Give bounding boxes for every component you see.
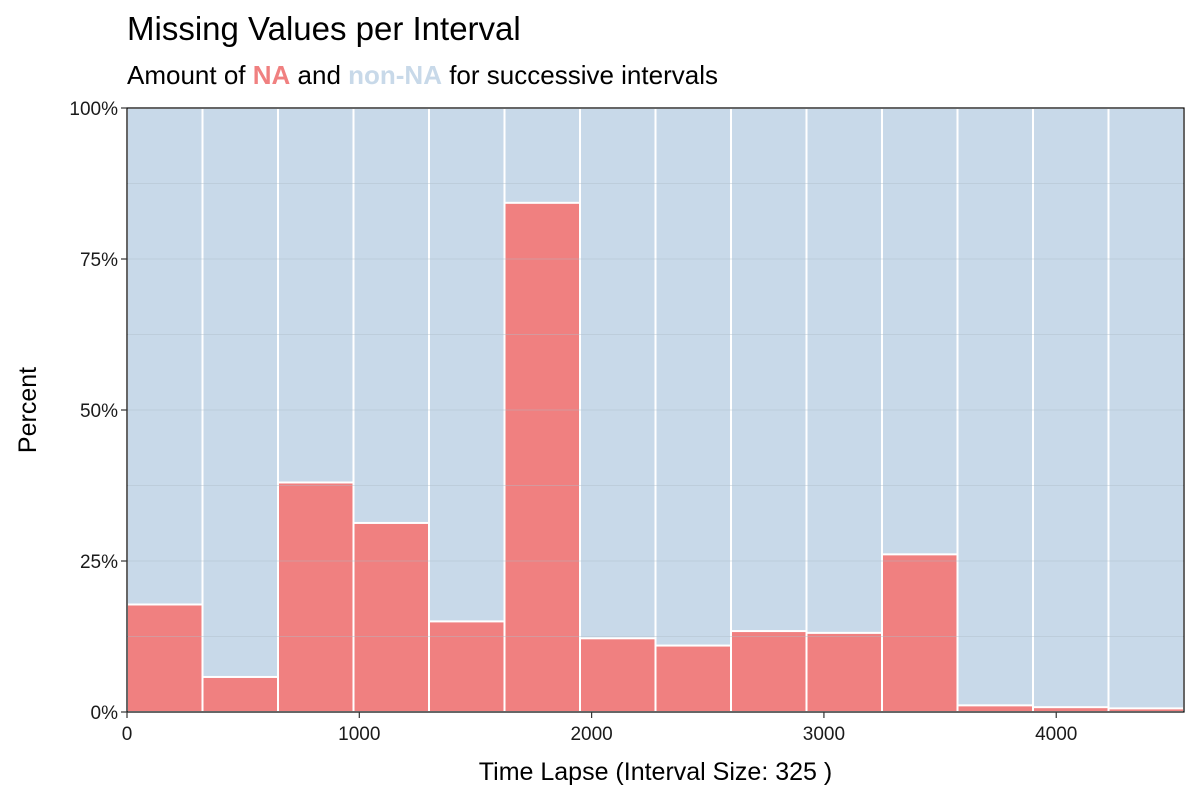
na-bar xyxy=(956,704,1034,714)
na-bar xyxy=(805,631,883,713)
x-tick-label: 0 xyxy=(122,724,133,745)
y-tick-label: 25% xyxy=(80,552,118,573)
grid-layer xyxy=(127,183,1184,637)
x-tick-label: 3000 xyxy=(803,724,845,745)
chart-subtitle: Amount of NA and non-NA for successive i… xyxy=(127,60,718,91)
x-tick-label: 2000 xyxy=(570,724,612,745)
na-bar xyxy=(579,637,657,714)
na-bar xyxy=(730,630,808,714)
na-bar xyxy=(1032,706,1110,714)
na-bar xyxy=(654,644,732,713)
na-bar xyxy=(503,201,581,713)
x-tick-label: 4000 xyxy=(1035,724,1077,745)
na-bar xyxy=(201,675,279,714)
na-bar xyxy=(352,521,430,713)
na-bar xyxy=(277,481,355,714)
y-tick-label: 0% xyxy=(91,703,119,724)
subtitle-prefix: Amount of xyxy=(127,60,253,90)
axes-layer: 0% 25% 50% 75% 100% 0 1000 2000 3000 4000 xyxy=(69,99,1185,745)
na-bar xyxy=(881,553,959,714)
chart-title: Missing Values per Interval xyxy=(127,10,521,47)
subtitle-suffix: for successive intervals xyxy=(441,60,718,90)
subtitle-na-label: NA xyxy=(252,60,291,90)
x-axis-title: Time Lapse (Interval Size: 325 ) xyxy=(479,758,832,786)
y-tick-label: 100% xyxy=(69,99,118,120)
x-tick-label: 1000 xyxy=(338,724,380,745)
subtitle-middle: and xyxy=(290,60,349,90)
na-bar xyxy=(126,603,204,713)
y-axis-title: Percent xyxy=(14,367,42,453)
subtitle-nonna-label: non-NA xyxy=(348,60,442,90)
y-tick-label: 50% xyxy=(80,401,118,422)
na-bar xyxy=(428,620,506,714)
y-tick-label: 75% xyxy=(80,250,118,271)
